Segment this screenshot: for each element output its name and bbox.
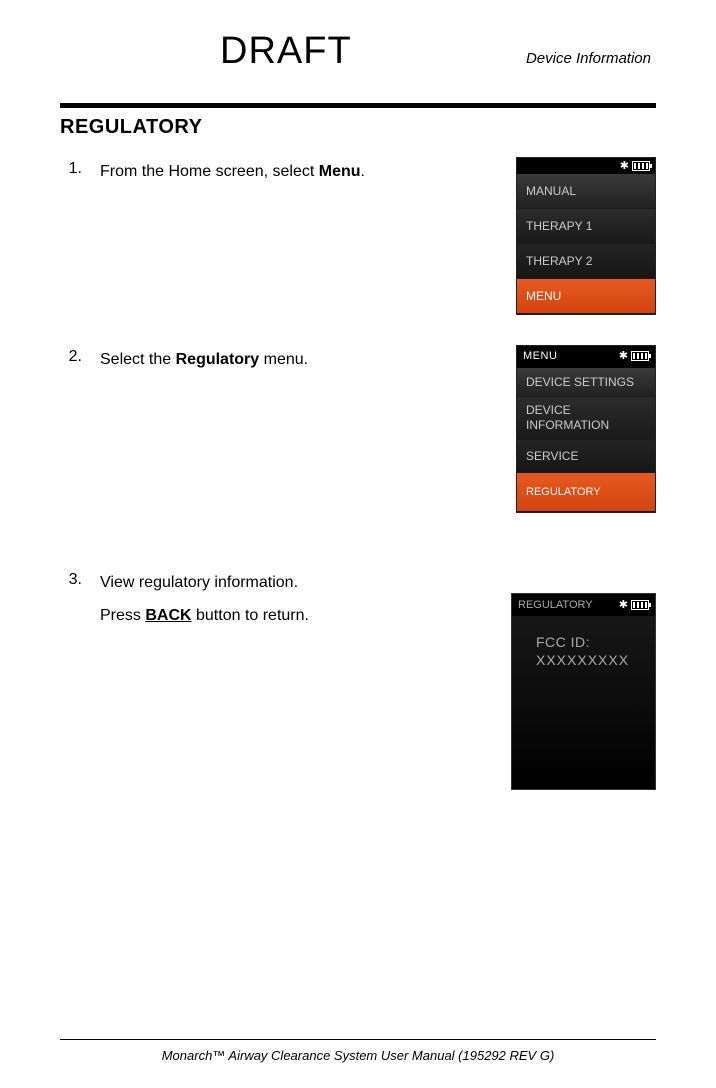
bluetooth-icon: ✱ xyxy=(619,351,628,362)
page-header: DRAFT Device Information xyxy=(60,30,656,73)
step-3-row: 3. View regulatory information. Press BA… xyxy=(60,568,656,790)
device-screenshot-regulatory: REGULATORY ✱ FCC ID: XXXXXXXXX xyxy=(511,593,656,790)
device-screenshot-home: ✱ MANUAL THERAPY 1 THERAPY 2 MENU xyxy=(516,157,656,315)
step-1-text: 1. From the Home screen, select Menu. xyxy=(60,157,516,185)
bluetooth-icon: ✱ xyxy=(619,600,628,611)
step-2-text: 2. Select the Regulatory menu. xyxy=(60,345,516,373)
menu-item-device-information: DEVICE INFORMATION xyxy=(517,397,655,440)
step-content: View regulatory information. Press BACK … xyxy=(100,571,309,629)
menu-item-manual: MANUAL xyxy=(517,174,655,209)
step-3-text: 3. View regulatory information. Press BA… xyxy=(60,568,511,629)
section-label: Device Information xyxy=(526,50,651,67)
menu-item-therapy1: THERAPY 1 xyxy=(517,209,655,244)
battery-icon xyxy=(631,600,649,610)
step-content: Select the Regulatory menu. xyxy=(100,348,308,373)
step-content: From the Home screen, select Menu. xyxy=(100,160,365,185)
draft-watermark: DRAFT xyxy=(220,30,352,73)
header-divider xyxy=(60,103,656,108)
menu-screen-header: MENU ✱ xyxy=(517,346,655,368)
menu-item-device-settings: DEVICE SETTINGS xyxy=(517,368,655,397)
bluetooth-icon: ✱ xyxy=(620,161,629,172)
step-number: 1. xyxy=(60,160,82,185)
status-bar: ✱ xyxy=(517,158,655,174)
step-2-row: 2. Select the Regulatory menu. MENU ✱ DE… xyxy=(60,345,656,513)
menu-item-therapy2: THERAPY 2 xyxy=(517,244,655,279)
menu-item-service: SERVICE xyxy=(517,440,655,473)
page-footer: Monarch™ Airway Clearance System User Ma… xyxy=(60,1039,656,1063)
section-title: REGULATORY xyxy=(60,116,656,139)
battery-icon xyxy=(631,351,649,361)
step-number: 3. xyxy=(60,571,82,629)
step-1-row: 1. From the Home screen, select Menu. ✱ … xyxy=(60,157,656,315)
fcc-id-value: XXXXXXXXX xyxy=(536,652,655,668)
menu-item-regulatory-selected: REGULATORY xyxy=(517,473,655,512)
step-number: 2. xyxy=(60,348,82,373)
device-screenshot-menu: MENU ✱ DEVICE SETTINGS DEVICE INFORMATIO… xyxy=(516,345,656,513)
regulatory-screen-header: REGULATORY ✱ xyxy=(512,594,655,616)
battery-icon xyxy=(632,161,650,171)
menu-item-menu-selected: MENU xyxy=(517,279,655,314)
fcc-id-label: FCC ID: xyxy=(536,634,655,650)
regulatory-body: FCC ID: XXXXXXXXX xyxy=(512,616,655,668)
